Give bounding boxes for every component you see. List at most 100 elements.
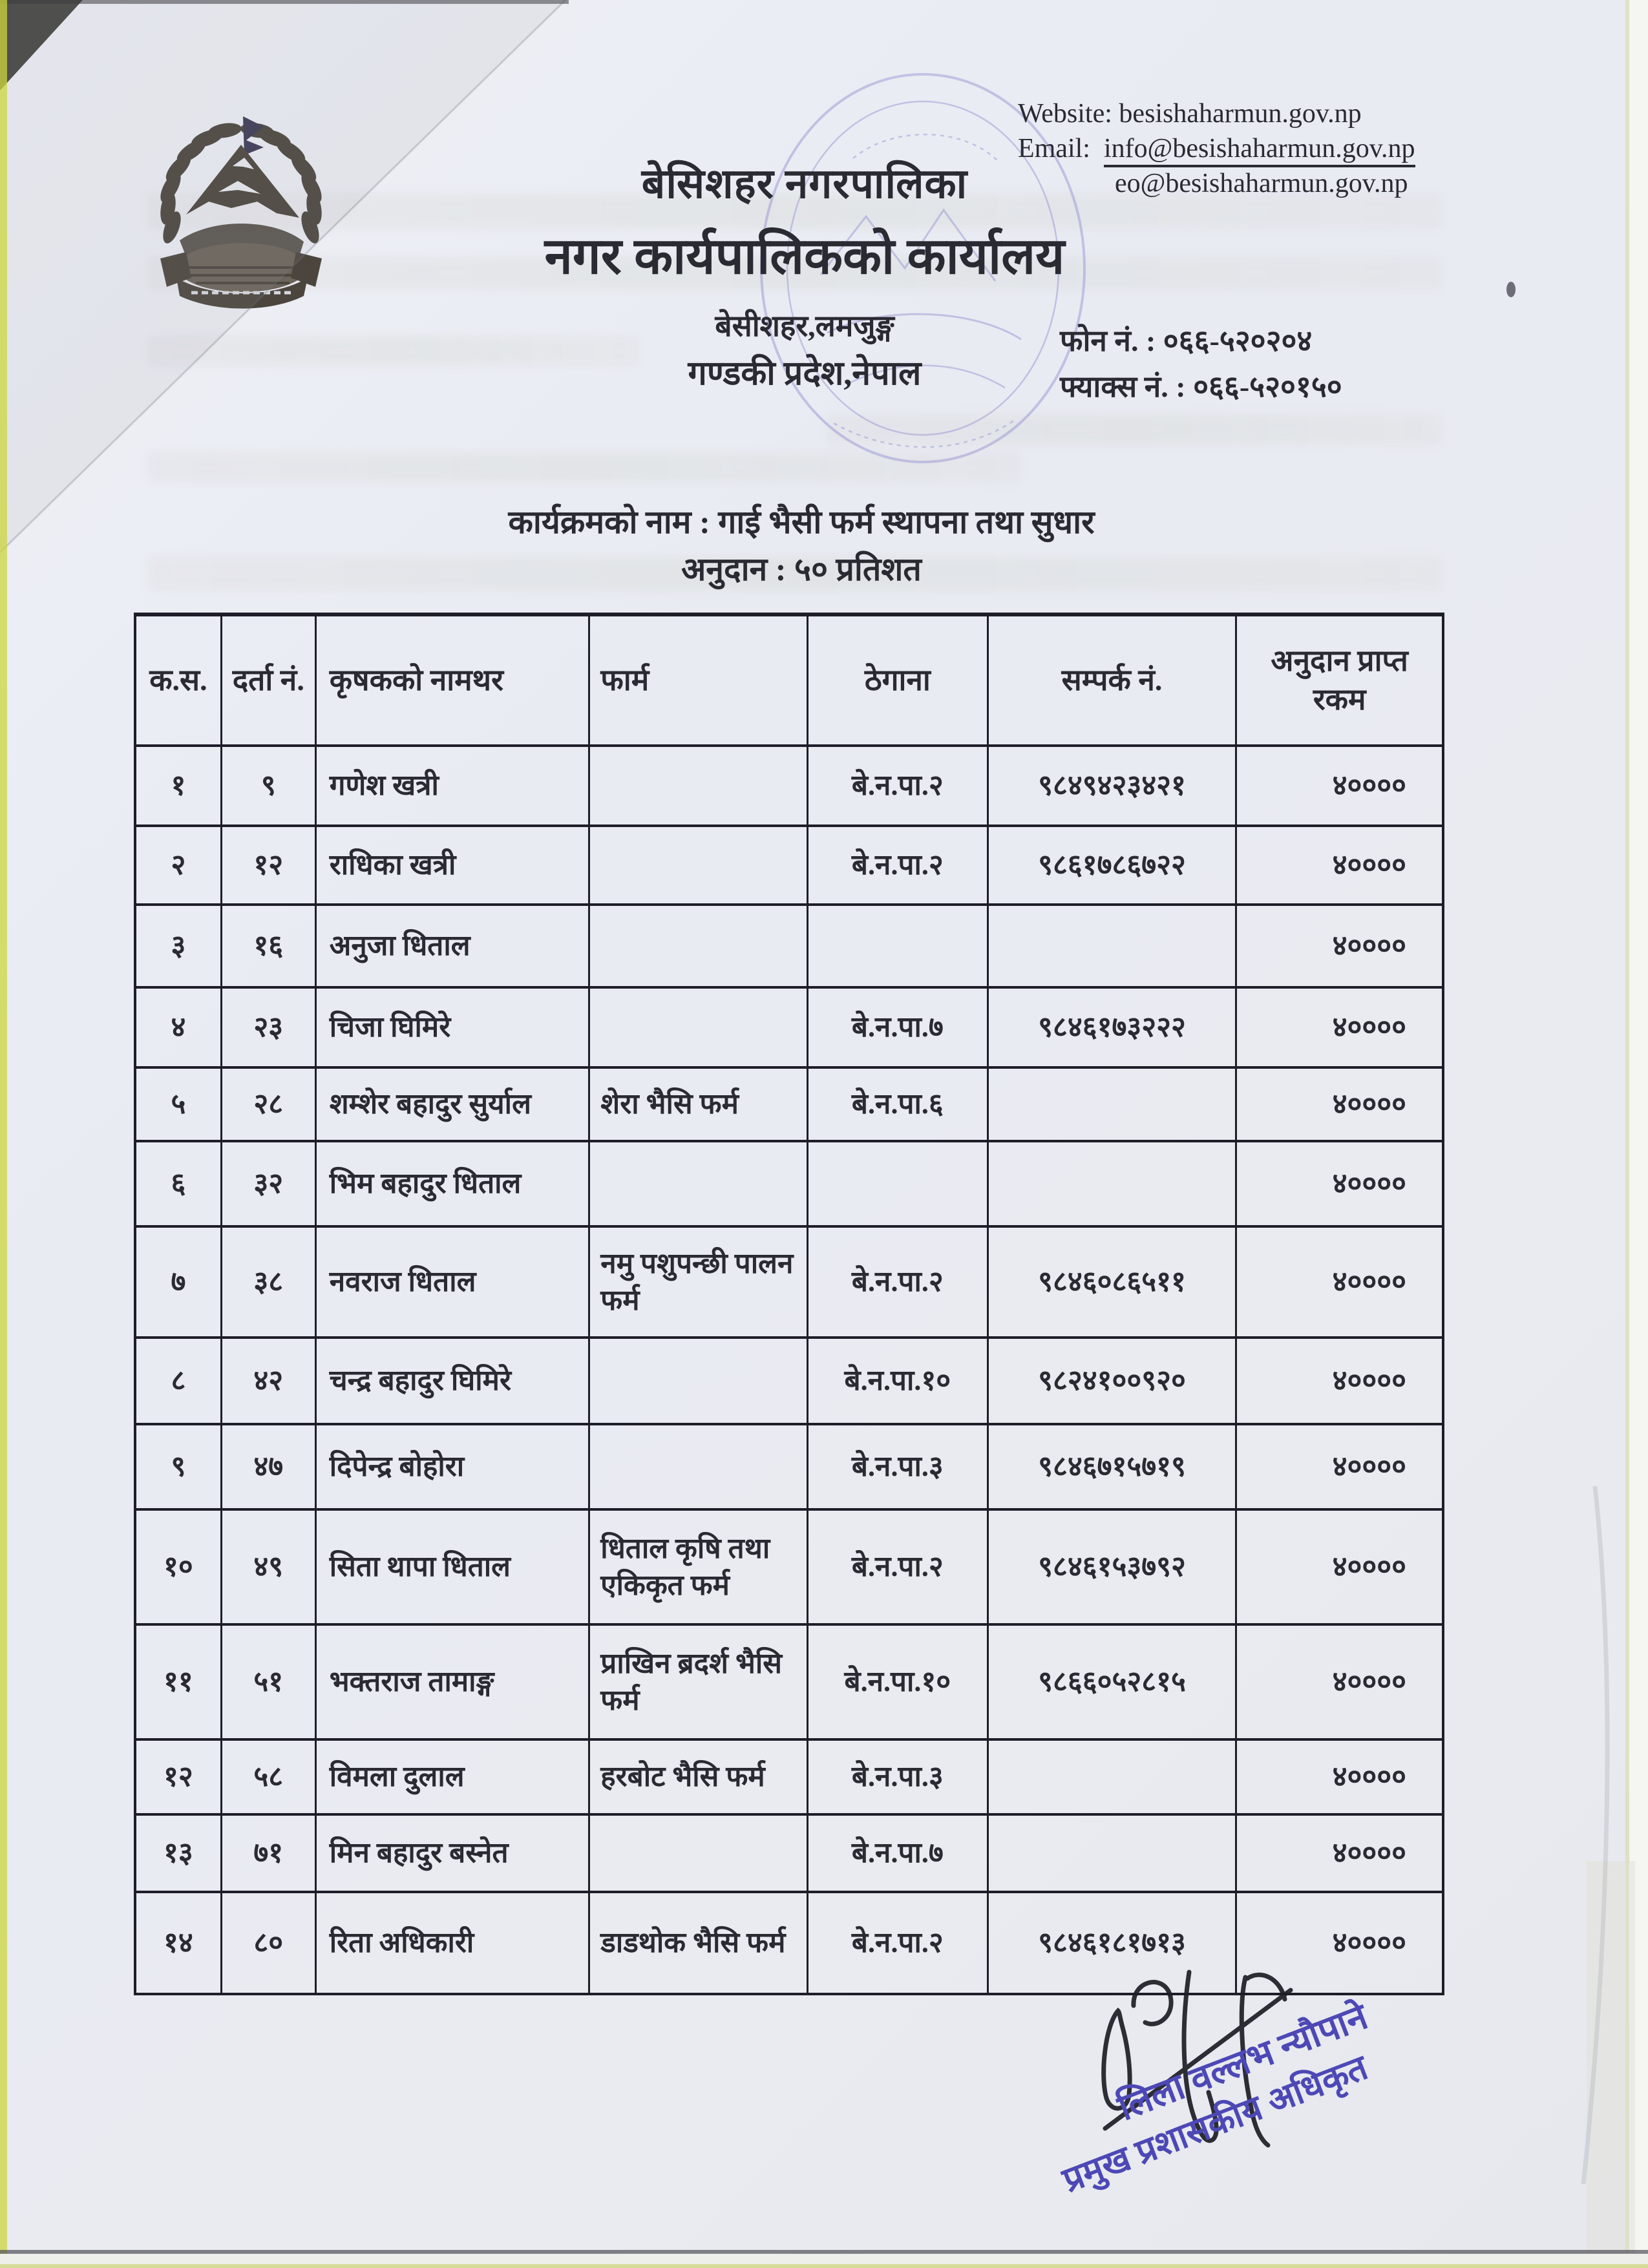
address-line-2: गण्डकी प्रदेश,नेपाल — [688, 355, 922, 392]
table-cell: ४०००० — [1332, 1837, 1406, 1869]
address-line-1: बेसीशहर,लमजुङ्ग — [715, 310, 894, 342]
table-cell: सिता थापा धिताल — [317, 1511, 591, 1623]
table-cell: ४०००० — [1332, 1365, 1406, 1397]
table-cell: बे.न.पा.७ — [808, 1816, 989, 1891]
table-cell: ४०००० — [1332, 1761, 1406, 1793]
fax-line: फ्याक्स नं. : ०६६-५२०१५० — [1060, 370, 1342, 404]
table-row: ८ ४२ चन्द्र बहादुर घिमिरे बे.न.पा.१० ९८२४१००… — [136, 1336, 1442, 1423]
table-cell — [590, 1142, 808, 1225]
col-header-farm: फार्म — [590, 616, 808, 744]
table-cell: रिता अधिकारी — [317, 1893, 591, 1993]
table-cell: २८ — [222, 1069, 317, 1140]
table-cell — [590, 1425, 808, 1508]
table-cell: दिपेन्द्र बोहोरा — [317, 1425, 591, 1508]
table-row: ४ २३ चिजा घिमिरे बे.न.पा.७ ९८४६१७३२२२ ४०००० — [136, 986, 1442, 1066]
scanner-corner-triangle — [0, 0, 83, 90]
email-line: Email: info@besishaharmun.gov.np — [1018, 132, 1464, 167]
table-cell: ९८४६७१५७१९ — [989, 1425, 1238, 1508]
scan-edge-bottom-line — [0, 2264, 1648, 2268]
grant-percent-line: अनुदान : ५० प्रतिशत — [681, 551, 922, 587]
table-cell: ६ — [136, 1142, 222, 1225]
table-cell: ९८६१७८६७२२ — [989, 827, 1238, 903]
program-name-line: कार्यक्रमको नाम : गाई भैसी फर्म स्थापना … — [508, 504, 1095, 540]
table-row: १३ ७१ मिन बहादुर बस्नेत बे.न.पा.७ ४०००० — [136, 1813, 1442, 1891]
signature-ink — [1101, 1969, 1293, 2148]
table-cell: बे.न.पा.२ — [808, 1893, 989, 1993]
municipality-name: बेसिशहर नगरपालिका — [641, 161, 968, 207]
table-cell — [590, 906, 808, 986]
table-row: २ १२ राधिका खत्री बे.न.पा.२ ९८६१७८६७२२ ४०००० — [136, 824, 1442, 903]
table-cell: १२ — [222, 827, 317, 903]
table-cell: ९८४६०८६५११ — [989, 1228, 1238, 1336]
table-row: १ ९ गणेश खत्री बे.न.पा.२ ९८४९४२३४२१ ४०००० — [136, 744, 1442, 824]
table-cell: ७ — [136, 1228, 222, 1336]
table-cell: ४०००० — [1332, 770, 1406, 802]
table-cell: ४०००० — [1332, 1551, 1406, 1583]
table-cell: १६ — [222, 906, 317, 986]
table-cell: चन्द्र बहादुर घिमिरे — [317, 1339, 591, 1423]
col-header-serial: क.स. — [136, 616, 222, 744]
table-cell: १० — [136, 1511, 222, 1623]
table-cell: बे.न.पा.२ — [808, 1228, 989, 1336]
table-cell: बे.न.पा.३ — [808, 1741, 989, 1813]
table-header-row: क.स. दर्ता नं. कृषकको नामथर फार्म ठेगाना… — [136, 616, 1442, 744]
table-cell: ४०००० — [1332, 930, 1406, 962]
paper-bottom-edge — [0, 2250, 1648, 2254]
paper-texture-right — [1587, 1861, 1635, 2268]
col-header-name: कृषकको नामथर — [317, 616, 591, 744]
table-cell: ९८४९४२३४२१ — [989, 747, 1238, 824]
table-cell: ४०००० — [1332, 1168, 1406, 1200]
table-cell: ३८ — [222, 1228, 317, 1336]
table-cell: ९ — [136, 1425, 222, 1508]
table-cell: ४०००० — [1332, 1011, 1406, 1044]
scan-edge-right-line — [1625, 0, 1629, 2268]
table-cell: ५१ — [222, 1626, 317, 1738]
phone-line: फोन नं. : ०६६-५२०२०४ — [1060, 324, 1313, 357]
table-cell: बे.न.पा.१० — [808, 1626, 989, 1738]
table-cell: ४०००० — [1332, 1927, 1406, 1959]
office-name: नगर कार्यपालिकको कार्यालय — [544, 228, 1065, 284]
table-cell: ४९ — [222, 1511, 317, 1623]
phone-fax-block: फोन नं. : ०६६-५२०२०४ फ्याक्स नं. : ०६६-५… — [1060, 318, 1474, 410]
table-cell: शम्शेर बहादुर सुर्याल — [317, 1069, 591, 1140]
table-cell: प्राखिन ब्रदर्श भैसि फर्म — [590, 1626, 808, 1738]
table-cell — [989, 1816, 1238, 1891]
scan-edge-right — [1629, 0, 1648, 2268]
table-body: १ ९ गणेश खत्री बे.न.पा.२ ९८४९४२३४२१ ४०००० २ १२ र… — [136, 744, 1442, 1993]
table-cell: राधिका खत्री — [317, 827, 591, 903]
table-row: ५ २८ शम्शेर बहादुर सुर्याल शेरा भैसि फर्म बे… — [136, 1066, 1442, 1140]
table-cell: ११ — [136, 1626, 222, 1738]
table-cell: बे.न.पा.२ — [808, 747, 989, 824]
table-cell — [989, 1741, 1238, 1813]
website-line: Website: besishaharmun.gov.np — [1018, 97, 1464, 132]
table-cell: नमु पशुपन्छी पालन फर्म — [590, 1228, 808, 1336]
table-cell — [989, 1142, 1238, 1225]
col-header-contact: सम्पर्क नं. — [989, 616, 1238, 744]
table-cell — [808, 1142, 989, 1225]
scan-edge-bottom — [0, 2254, 1648, 2268]
ghost-bleed-band — [149, 452, 1021, 482]
table-cell: बे.न.पा.२ — [808, 827, 989, 903]
table-cell: धिताल कृषि तथा एकिकृत फर्म — [590, 1511, 808, 1623]
scan-edge-top — [0, 0, 569, 4]
email-primary: info@besishaharmun.gov.np — [1103, 133, 1415, 167]
table-cell: बे.न.पा.१० — [808, 1339, 989, 1423]
table-cell: ८० — [222, 1893, 317, 1993]
table-cell: चिजा घिमिरे — [317, 989, 591, 1066]
table-cell — [808, 906, 989, 986]
table-cell: ७१ — [222, 1816, 317, 1891]
table-cell — [590, 1339, 808, 1423]
table-cell — [590, 747, 808, 824]
beneficiary-table: क.स. दर्ता नं. कृषकको नामथर फार्म ठेगाना… — [134, 613, 1444, 1995]
table-cell — [989, 1069, 1238, 1140]
table-cell: २ — [136, 827, 222, 903]
table-cell: ४०००० — [1332, 1266, 1406, 1298]
table-cell: बे.न.पा.३ — [808, 1425, 989, 1508]
contact-block: Website: besishaharmun.gov.np Email: inf… — [1018, 97, 1464, 201]
table-cell: ९८४६१८१७१३ — [989, 1893, 1238, 1993]
table-cell: बे.न.पा.२ — [808, 1511, 989, 1623]
col-header-regno: दर्ता नं. — [222, 616, 317, 744]
table-cell — [590, 989, 808, 1066]
table-row: ६ ३२ भिम बहादुर धिताल ४०००० — [136, 1140, 1442, 1225]
